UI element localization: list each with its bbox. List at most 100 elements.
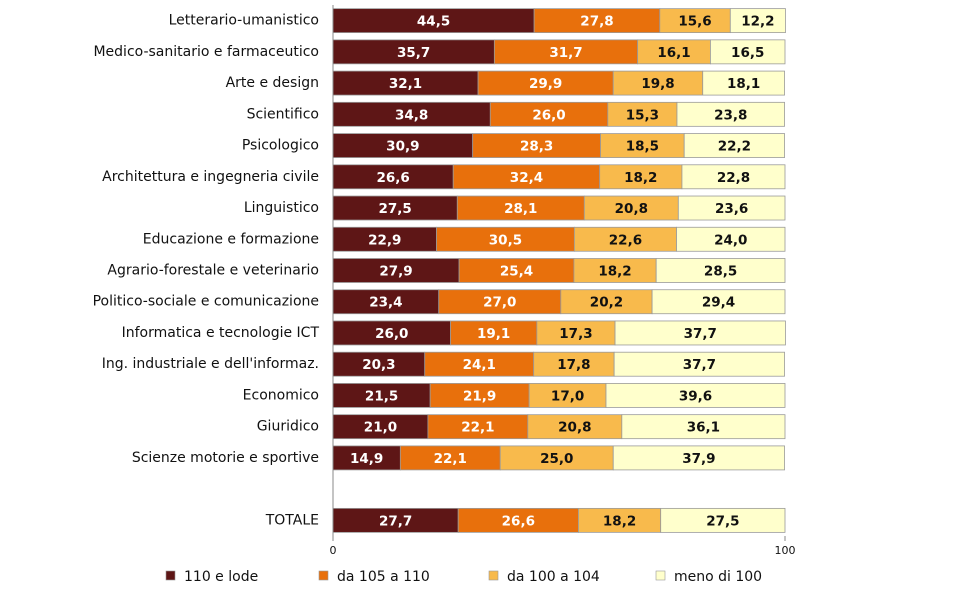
category-label: Arte e design [226, 75, 319, 91]
bar-segment [660, 507, 786, 533]
value-label: 25,0 [540, 451, 573, 467]
bar-segment [457, 507, 579, 533]
bar-segment [424, 351, 535, 377]
legend-swatch [165, 570, 176, 581]
bar-segment [676, 226, 786, 252]
category-label: Architettura e ingegneria civile [102, 169, 319, 185]
value-label: 22,1 [461, 420, 494, 436]
bar-segment [429, 383, 530, 408]
value-label: 23,6 [715, 201, 748, 217]
x-tick-label: 100 [775, 544, 796, 557]
bar-segment [332, 320, 451, 346]
category-label: Giuridico [257, 419, 319, 435]
value-label: 30,5 [489, 232, 522, 248]
category-label: Educazione e formazione [143, 231, 319, 247]
value-label: 23,8 [714, 107, 747, 123]
legend-swatch [318, 570, 329, 581]
bar-segment [427, 414, 529, 440]
value-label: 19,1 [477, 326, 510, 342]
value-label: 32,4 [510, 170, 543, 186]
value-label: 29,9 [529, 76, 562, 92]
bar-segment [452, 164, 601, 190]
bar-segment [332, 164, 454, 190]
bar-segment [683, 133, 785, 158]
bar-segment [573, 258, 657, 283]
category-label: TOTALE [265, 512, 319, 528]
category-label: Letterario-umanistico [169, 13, 319, 29]
value-label: 15,6 [678, 14, 711, 30]
value-label: 27,5 [378, 201, 411, 217]
value-label: 32,1 [389, 76, 422, 92]
legend-label: da 100 a 104 [507, 569, 600, 585]
category-label: Linguistico [244, 200, 319, 216]
bar-segment [677, 195, 786, 221]
bar-segment [655, 258, 786, 283]
x-tick-label: 0 [330, 544, 337, 557]
value-label: 37,7 [684, 326, 717, 342]
value-label: 18,1 [727, 76, 760, 92]
bar-segment [332, 8, 535, 34]
bar-segment [458, 258, 575, 283]
value-label: 17,3 [559, 326, 592, 342]
legend-swatch [655, 570, 666, 581]
value-label: 27,5 [706, 513, 739, 529]
bar-segment [573, 226, 677, 252]
bar-segment [659, 8, 731, 34]
bar-segment [332, 507, 459, 533]
bar-segment [710, 39, 786, 65]
value-label: 14,9 [350, 451, 383, 467]
category-label: Politico-sociale e comunicazione [93, 294, 319, 310]
value-label: 29,4 [702, 295, 735, 311]
bar-segment [536, 320, 616, 346]
value-label: 27,9 [379, 264, 412, 280]
bar-segment [613, 351, 785, 377]
value-label: 19,8 [641, 76, 674, 92]
bar-segment [332, 383, 431, 408]
value-label: 12,2 [741, 14, 774, 30]
value-label: 20,8 [615, 201, 648, 217]
value-label: 22,1 [434, 451, 467, 467]
value-label: 17,0 [551, 388, 584, 404]
bar-segment [621, 414, 786, 440]
bar-segment [528, 383, 607, 408]
bar-segment [527, 414, 623, 440]
bar-segment [438, 289, 562, 315]
bar-segment [450, 320, 538, 346]
value-label: 20,3 [362, 357, 395, 373]
bar-segment [702, 70, 785, 96]
value-label: 34,8 [395, 107, 428, 123]
bar-segment [533, 8, 661, 34]
value-label: 18,5 [626, 139, 659, 155]
category-label: Scienze motorie e sportive [132, 450, 319, 466]
bar-segment [499, 445, 614, 471]
bar-segment [560, 289, 653, 315]
bar-segment [729, 8, 786, 34]
value-label: 16,5 [731, 45, 764, 61]
value-label: 18,2 [598, 264, 631, 280]
value-label: 35,7 [397, 45, 430, 61]
value-label: 22,2 [718, 139, 751, 155]
value-label: 44,5 [417, 14, 450, 30]
value-label: 23,4 [369, 295, 402, 311]
value-label: 36,1 [687, 420, 720, 436]
legend-label: da 105 a 110 [337, 569, 430, 585]
value-label: 15,3 [626, 107, 659, 123]
value-label: 26,0 [375, 326, 408, 342]
value-label: 17,8 [557, 357, 590, 373]
bar-segment [612, 445, 785, 471]
category-label: Agrario-forestale e veterinario [107, 263, 319, 279]
bar-segment [681, 164, 786, 190]
value-label: 37,9 [682, 451, 715, 467]
bar-segment [599, 164, 683, 190]
value-label: 31,7 [549, 45, 582, 61]
bar-segment [332, 39, 495, 65]
value-label: 21,5 [365, 388, 398, 404]
bar-segment [533, 351, 615, 377]
bar-segment [493, 39, 639, 65]
value-label: 20,8 [558, 420, 591, 436]
value-label: 28,1 [504, 201, 537, 217]
category-label: Ing. industriale e dell'informaz. [102, 356, 319, 372]
bar-segment [489, 101, 609, 127]
value-label: 37,7 [683, 357, 716, 373]
